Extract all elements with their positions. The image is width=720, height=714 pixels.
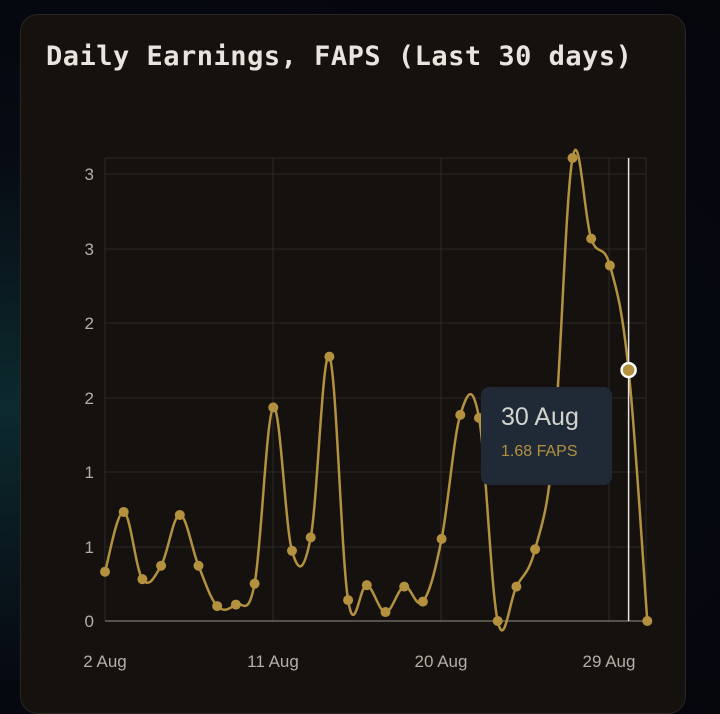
data-point[interactable] <box>380 607 391 618</box>
data-points <box>100 153 653 626</box>
data-point[interactable] <box>249 578 260 589</box>
data-point[interactable] <box>567 153 578 163</box>
tooltip-date: 30 Aug <box>501 403 579 431</box>
data-point[interactable] <box>343 595 354 606</box>
y-tick-label: 1 <box>85 463 94 482</box>
data-point[interactable] <box>137 574 148 585</box>
y-tick-label: 2 <box>85 389 94 408</box>
y-axis-ticks: 0 1 1 2 2 3 3 <box>85 165 94 631</box>
data-point[interactable] <box>642 616 653 626</box>
y-tick-label: 3 <box>85 165 94 184</box>
x-axis-ticks: 2 Aug 11 Aug 20 Aug 29 Aug <box>83 652 635 671</box>
data-point[interactable] <box>305 532 316 543</box>
data-point[interactable] <box>230 599 241 610</box>
data-point[interactable] <box>324 351 335 362</box>
y-tick-label: 3 <box>85 240 94 259</box>
data-point[interactable] <box>399 581 410 592</box>
data-point[interactable] <box>268 402 279 413</box>
data-point[interactable] <box>174 509 185 520</box>
y-tick-label: 2 <box>85 314 94 333</box>
data-point[interactable] <box>436 533 447 544</box>
data-point[interactable] <box>193 560 204 571</box>
data-point[interactable] <box>604 260 615 271</box>
data-point[interactable] <box>417 596 428 607</box>
data-point[interactable] <box>118 506 129 517</box>
chart-tooltip: 30 Aug 1.68 FAPS <box>481 387 612 485</box>
x-tick-label: 11 Aug <box>247 652 299 671</box>
data-point[interactable] <box>100 566 110 577</box>
x-tick-label: 29 Aug <box>583 652 636 671</box>
data-point[interactable] <box>511 581 522 592</box>
data-point[interactable] <box>492 616 503 626</box>
data-point[interactable] <box>530 544 541 555</box>
data-point[interactable] <box>156 560 167 571</box>
tooltip-value: 1.68 FAPS <box>501 443 578 460</box>
chart-plot[interactable]: 0 1 1 2 2 3 3 2 Aug 11 Aug 20 Aug 29 Aug <box>0 0 720 680</box>
active-data-point[interactable] <box>620 361 637 379</box>
data-point[interactable] <box>212 601 223 612</box>
y-tick-label: 0 <box>85 612 94 631</box>
data-point[interactable] <box>361 580 372 591</box>
chart-title: Daily Earnings, FAPS (Last 30 days) <box>46 41 633 72</box>
data-point[interactable] <box>287 545 297 556</box>
chart-card: Daily Earnings, FAPS (Last 30 days) <box>20 14 686 714</box>
x-tick-label: 20 Aug <box>415 652 468 671</box>
x-tick-label: 2 Aug <box>83 652 127 671</box>
data-point[interactable] <box>455 409 466 420</box>
data-point[interactable] <box>586 233 597 244</box>
y-tick-label: 1 <box>85 538 94 557</box>
